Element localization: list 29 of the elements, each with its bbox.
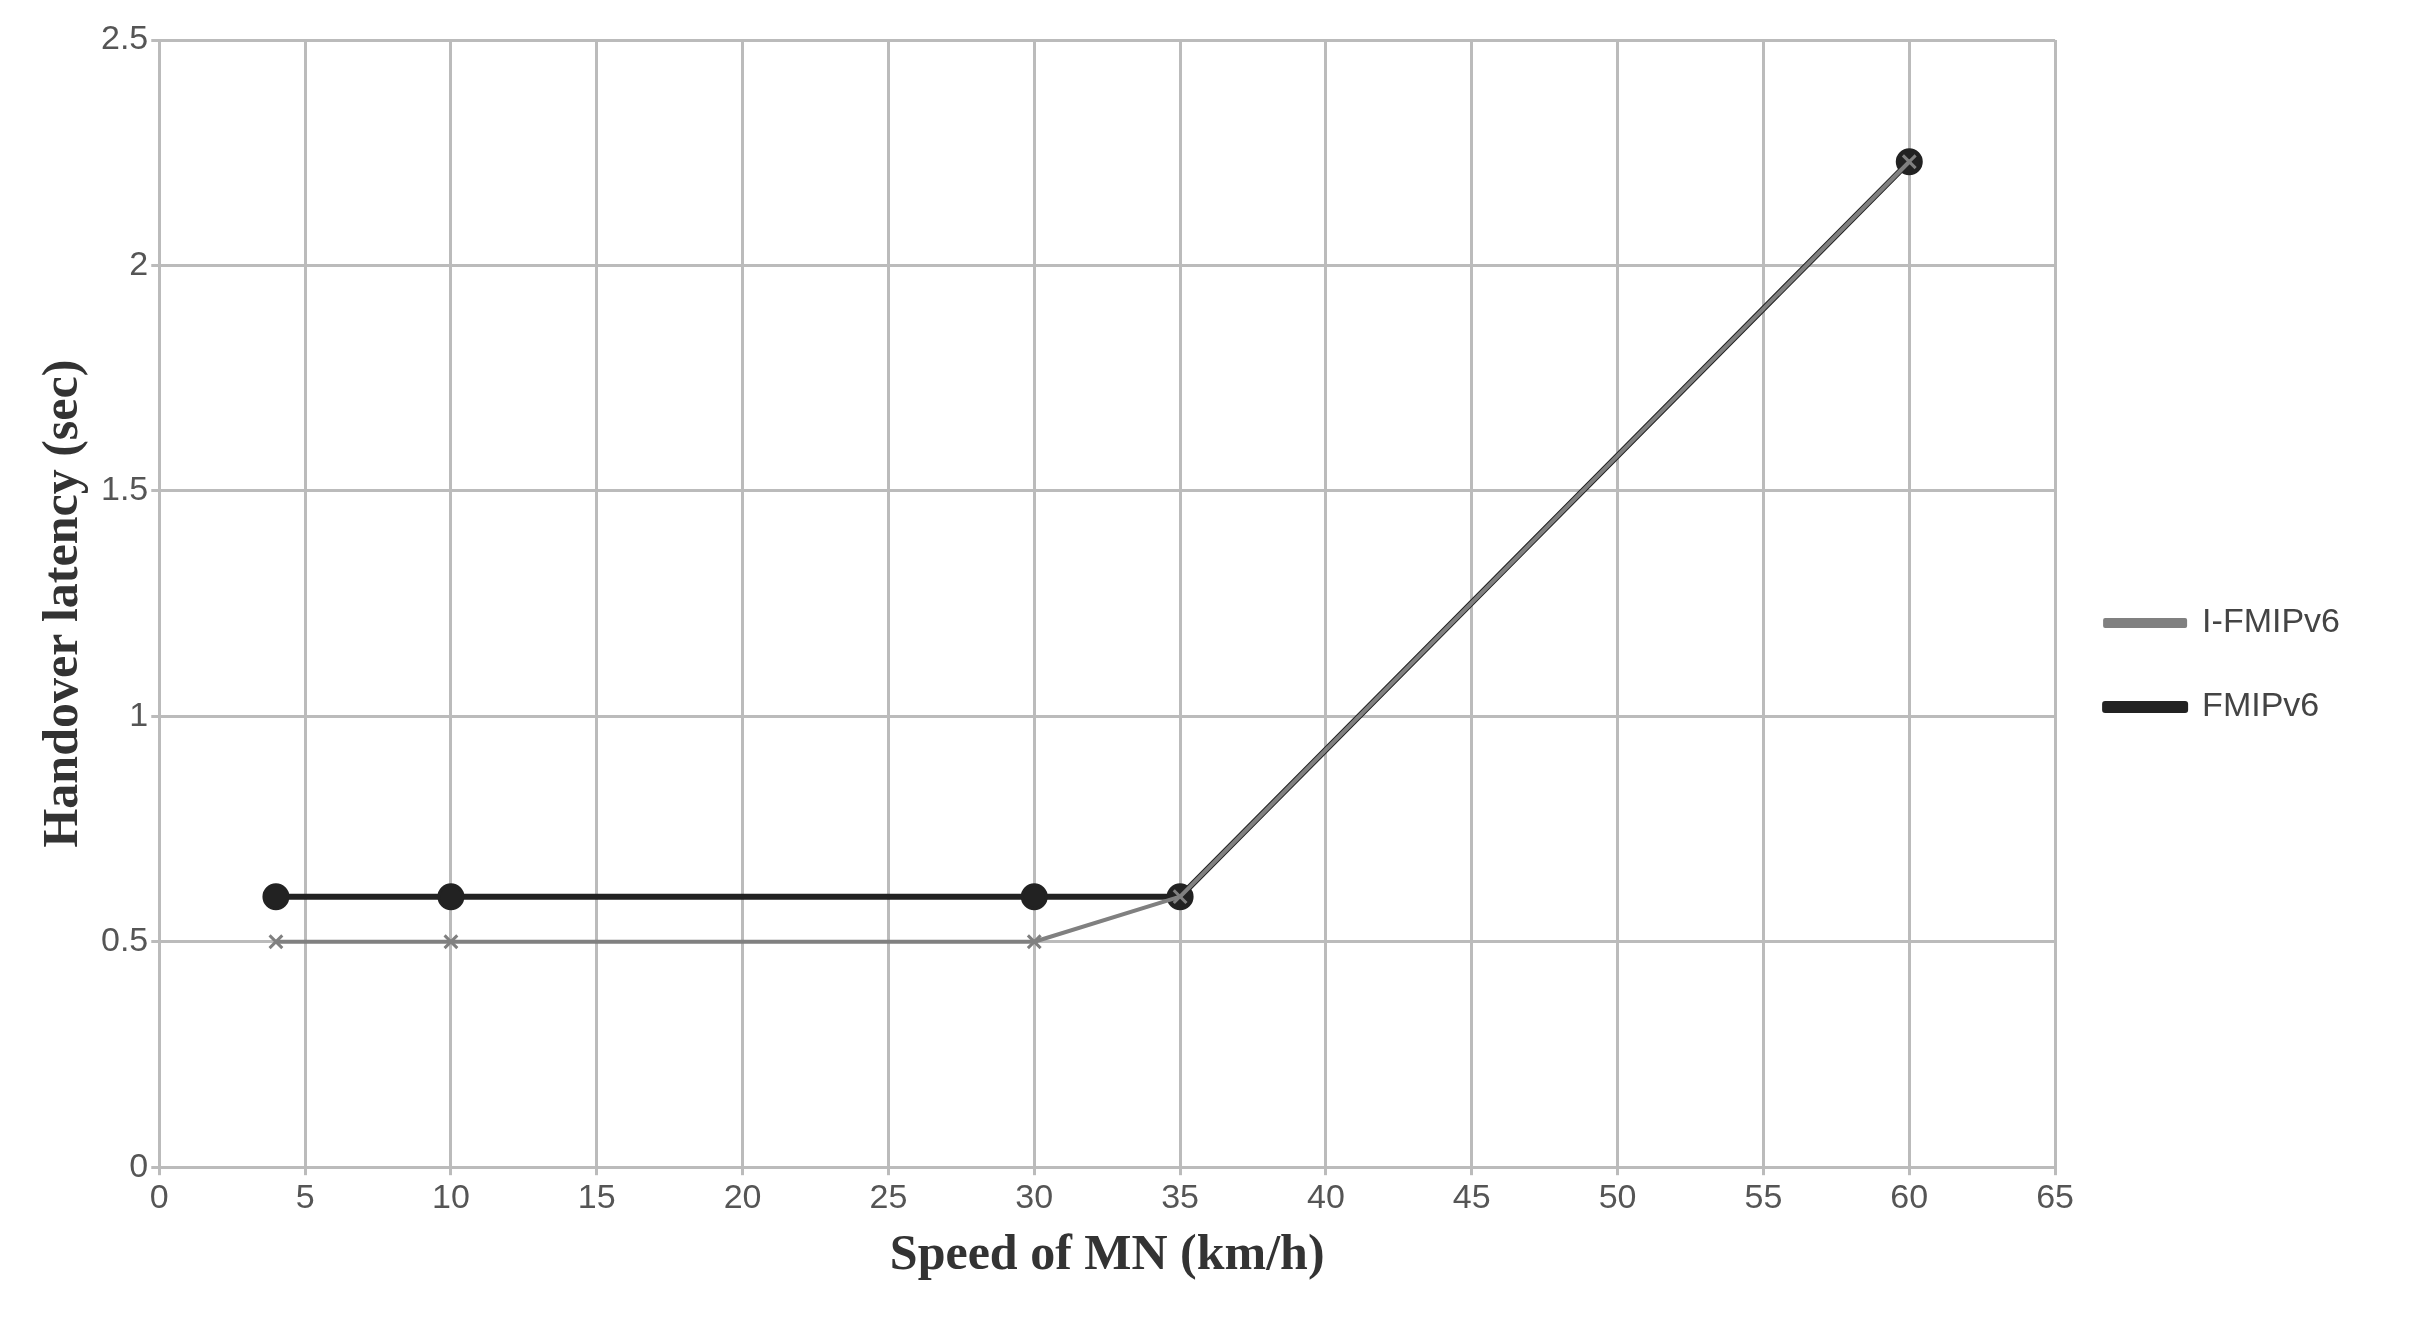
x-tick-label: 60 bbox=[1890, 1176, 1929, 1215]
legend-label: FMIPv6 bbox=[2202, 685, 2320, 724]
point bbox=[443, 933, 459, 950]
x-tick-label: 10 bbox=[432, 1176, 470, 1215]
point bbox=[1026, 933, 1043, 950]
x-tick-label: 25 bbox=[869, 1176, 908, 1215]
x-tick-label: 30 bbox=[1015, 1176, 1054, 1215]
point bbox=[1020, 883, 1048, 911]
point bbox=[262, 883, 290, 911]
x-tick-label: 35 bbox=[1161, 1176, 1200, 1215]
x-tick-label: 45 bbox=[1452, 1176, 1491, 1215]
y-axis-title: Handover latency (sec) bbox=[31, 359, 88, 848]
x-tick-label: 50 bbox=[1598, 1176, 1637, 1215]
point bbox=[268, 933, 284, 950]
y-tick-label: 2 bbox=[129, 243, 149, 282]
legend-label: I-FMIPv6 bbox=[2202, 601, 2341, 640]
x-tick-label: 15 bbox=[577, 1176, 616, 1215]
y-tick-label: 1 bbox=[129, 694, 149, 733]
x-tick-label: 5 bbox=[295, 1176, 315, 1215]
x-tick-label: 20 bbox=[723, 1176, 762, 1215]
y-tick-label: 2.5 bbox=[101, 18, 149, 57]
y-tick-label: 0.5 bbox=[101, 920, 149, 959]
x-tick-label: 40 bbox=[1307, 1176, 1345, 1215]
x-tick-label: 55 bbox=[1744, 1176, 1783, 1215]
y-tick-label: 0 bbox=[129, 1145, 149, 1184]
x-axis-title: Speed of MN (km/h) bbox=[889, 1223, 1325, 1280]
x-tick-label: 65 bbox=[2036, 1176, 2075, 1215]
y-tick-label: 1.5 bbox=[101, 469, 149, 508]
point bbox=[437, 883, 465, 911]
